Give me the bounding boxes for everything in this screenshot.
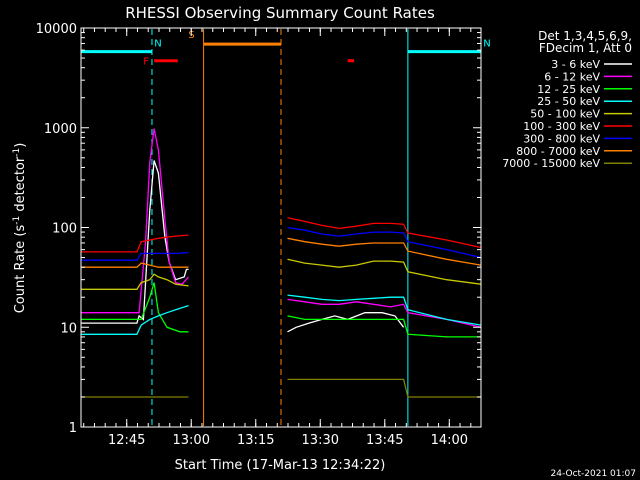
x-tick-label: 14:00 <box>431 433 468 448</box>
legend-label: 100 - 300 keV <box>523 120 600 133</box>
x-tick-label: 13:00 <box>173 433 210 448</box>
series-line <box>81 237 482 268</box>
y-tick-label: 10 <box>60 321 77 336</box>
y-axis-label: Count Rate (s-1 detector-1) <box>12 143 28 314</box>
series-line <box>81 160 405 333</box>
x-tick-label: 13:45 <box>366 433 403 448</box>
legend-label: 25 - 50 keV <box>537 95 600 108</box>
x-tick-label: 13:15 <box>237 433 274 448</box>
legend-label: 300 - 800 keV <box>523 132 600 145</box>
flag-label: N <box>483 39 490 50</box>
series-line <box>81 282 481 338</box>
legend-label: 12 - 25 keV <box>537 83 600 96</box>
chart-title: RHESSI Observing Summary Count Rates <box>125 4 435 22</box>
x-axis-label: Start Time (17-Mar-13 12:34:22) <box>175 458 386 473</box>
flags-layer: FNNS <box>81 30 491 68</box>
y-tick-label: 1 <box>69 421 77 436</box>
series-line <box>81 128 482 328</box>
legend: Det 1,3,4,5,6,9, FDecim 1, Att 0 3 - 6 k… <box>502 29 632 170</box>
series-line <box>81 294 482 335</box>
legend-header-line-1: Det 1,3,4,5,6,9, <box>538 29 632 43</box>
legend-header-line-2: FDecim 1, Att 0 <box>539 41 632 55</box>
footer-date: 24-Oct-2021 01:07 <box>551 469 636 479</box>
legend-label: 3 - 6 keV <box>551 58 600 71</box>
y-tick-label: 100 <box>52 222 77 237</box>
y-axis: 1 10 100 1000 10000 <box>36 22 481 436</box>
series-line <box>81 226 482 261</box>
flag-label: F <box>143 57 149 68</box>
x-axis: 12:45 13:00 13:15 13:30 13:45 14:00 <box>83 28 472 448</box>
legend-label: 6 - 12 keV <box>544 70 600 83</box>
y-tick-label: 1000 <box>44 122 77 137</box>
x-tick-label: 12:45 <box>108 433 145 448</box>
flag-label: N <box>154 39 161 50</box>
x-tick-label: 13:30 <box>302 433 339 448</box>
legend-label: 800 - 7000 keV <box>516 145 600 158</box>
series-line <box>81 258 482 290</box>
series-layer <box>81 128 482 398</box>
y-tick-label: 10000 <box>36 22 77 37</box>
legend-label: 50 - 100 keV <box>530 108 600 121</box>
legend-label: 7000 - 15000 keV <box>502 157 600 170</box>
series-line <box>81 217 482 253</box>
series-line <box>81 378 481 398</box>
